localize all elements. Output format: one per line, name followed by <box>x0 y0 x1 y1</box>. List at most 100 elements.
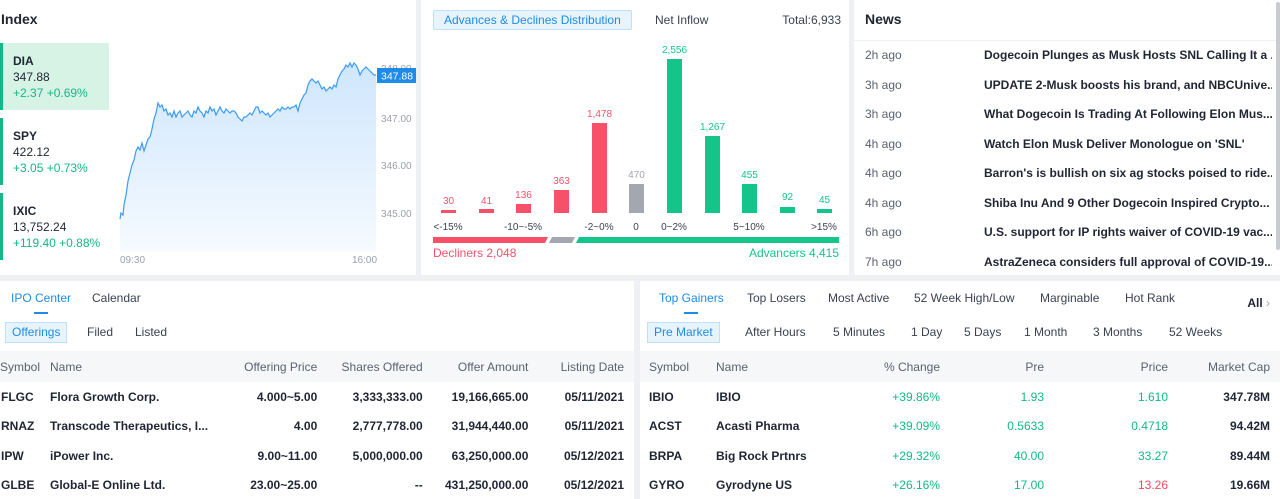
news-item[interactable]: 4h ago Barron's is bullish on six ag stoc… <box>854 159 1280 189</box>
all-link[interactable]: All › <box>1247 296 1270 310</box>
index-change: +119.40 +0.88% <box>13 236 101 250</box>
advancers-label: Advancers 4,415 <box>749 246 839 260</box>
col-price[interactable]: Price <box>1054 351 1178 382</box>
news-time: 4h ago <box>865 136 902 151</box>
news-time: 6h ago <box>865 225 902 239</box>
table-row[interactable]: GLBE Global-E Online Ltd. 23.00~25.00 -- 431… <box>1 478 624 493</box>
news-headline[interactable]: What Dogecoin Is Trading At Following El… <box>984 107 1272 121</box>
news-item[interactable]: 2h ago Dogecoin Plunges as Musk Hosts SNL… <box>854 41 1280 71</box>
index-price: 13,752.24 <box>13 220 67 234</box>
tab-top-gainers[interactable]: Top Gainers <box>659 291 724 314</box>
news-headline[interactable]: U.S. support for IP rights waiver of COV… <box>984 225 1272 239</box>
index-symbol: SPY <box>13 129 38 143</box>
tab-net-inflow[interactable]: Net Inflow <box>655 13 709 27</box>
tab-marginable[interactable]: Marginable <box>1040 291 1100 305</box>
svg-text:136: 136 <box>515 190 532 201</box>
index-price: 347.88 <box>13 70 50 84</box>
col-symbol[interactable]: Symbol <box>640 351 716 382</box>
table-row[interactable]: ACST Acasti Pharma +39.09% 0.5633 0.4718 94.4… <box>649 419 1270 434</box>
subtab-1-month[interactable]: 1 Month <box>1024 325 1068 339</box>
index-title: Index <box>1 11 38 27</box>
svg-text:5~10%: 5~10% <box>733 222 765 233</box>
index-item-spy[interactable]: SPY 422.12 +3.05 +0.73% <box>0 118 109 185</box>
advances-declines-chart: 30 41 136 363 1,478 470 2,556 1,267 455 … <box>433 45 839 260</box>
movers-table: Symbol Name % Change Pre Price Market Ca… <box>640 351 1280 499</box>
news-headline[interactable]: UPDATE 2-Musk boosts his brand, and NBCU… <box>984 77 1272 92</box>
subtab-listed[interactable]: Listed <box>135 325 168 339</box>
news-headline[interactable]: AstraZeneca considers full approval of C… <box>984 254 1272 269</box>
col-offering-price[interactable]: Offering Price <box>218 351 328 382</box>
col-listing-date[interactable]: Listing Date <box>538 351 634 382</box>
index-price: 422.12 <box>13 145 50 159</box>
news-item[interactable]: 7h ago AstraZeneca considers full approva… <box>854 248 1280 276</box>
svg-text:45: 45 <box>819 195 831 206</box>
subtab-1-day[interactable]: 1 Day <box>911 325 943 339</box>
total-count: Total:6,933 <box>782 13 841 27</box>
table-header: Symbol Name % Change Pre Price Market Ca… <box>640 351 1280 382</box>
table-row[interactable]: FLGC Flora Growth Corp. 4.000~5.00 3,333,33… <box>1 389 624 404</box>
subtab-filed[interactable]: Filed <box>87 325 114 339</box>
tab-hot-rank[interactable]: Hot Rank <box>1125 291 1176 305</box>
subtab-offerings[interactable]: Offerings <box>5 322 68 343</box>
svg-text:470: 470 <box>628 170 645 181</box>
table-row[interactable]: BRPA Big Rock Prtnrs +29.32% 40.00 33.27 89.4… <box>649 448 1270 463</box>
tab-most-active[interactable]: Most Active <box>828 291 890 305</box>
market-movers-panel: Top Gainers Top Losers Most Active 52 We… <box>640 281 1280 499</box>
index-panel: Index DIA 347.88 +2.37 +0.69% SPY 422.12… <box>0 0 416 275</box>
tab-calendar[interactable]: Calendar <box>92 291 141 305</box>
subtab-52-weeks[interactable]: 52 Weeks <box>1169 325 1223 339</box>
subtab-3-months[interactable]: 3 Months <box>1093 325 1143 339</box>
col-pre[interactable]: Pre <box>950 351 1054 382</box>
advances-declines-panel: Advances & Declines Distribution Net Inf… <box>421 0 849 275</box>
subtab-after-hours[interactable]: After Hours <box>745 325 806 339</box>
index-intraday-chart[interactable]: 348.00 347.88 347.00 346.00 345.00 09:30… <box>118 55 416 270</box>
ipo-table: Symbol Name Offering Price Shares Offere… <box>0 351 634 499</box>
table-row[interactable]: IPW iPower Inc. 9.00~11.00 5,000,000.00 63,2… <box>1 448 624 463</box>
news-headline[interactable]: Shiba Inu And 9 Other Dogecoin Inspired … <box>984 195 1270 210</box>
table-row[interactable]: RNAZ Transcode Therapeutics, I... 4.00 2,77… <box>1 419 624 434</box>
svg-text:<-15%: <-15% <box>433 222 462 233</box>
x-label-end: 16:00 <box>352 255 377 266</box>
news-item[interactable]: 3h ago UPDATE 2-Musk boosts his brand, an… <box>854 71 1280 101</box>
news-item[interactable]: 3h ago What Dogecoin Is Trading At Follow… <box>854 100 1280 130</box>
news-time: 3h ago <box>865 107 902 121</box>
current-price-tag <box>377 68 416 83</box>
subtab-pre-market[interactable]: Pre Market <box>647 322 720 343</box>
col-offer-amount[interactable]: Offer Amount <box>432 351 539 382</box>
svg-text:363: 363 <box>553 176 570 187</box>
table-row[interactable]: GYRO Gyrodyne US +26.16% 17.00 13.26 19.66M <box>649 478 1270 493</box>
flat-bar <box>549 237 575 243</box>
news-time: 3h ago <box>865 77 902 92</box>
tab-top-losers[interactable]: Top Losers <box>747 291 806 305</box>
news-item[interactable]: 4h ago Watch Elon Musk Deliver Monologue … <box>854 130 1280 160</box>
col-name[interactable]: Name <box>50 351 219 382</box>
svg-text:0: 0 <box>633 222 639 233</box>
news-time: 4h ago <box>865 166 902 180</box>
subtab-5-days[interactable]: 5 Days <box>964 325 1002 339</box>
svg-text:92: 92 <box>782 192 794 203</box>
col-pct-change[interactable]: % Change <box>836 351 950 382</box>
col-symbol[interactable]: Symbol <box>0 351 51 382</box>
svg-text:0~2%: 0~2% <box>661 222 687 233</box>
index-item-dia[interactable]: DIA 347.88 +2.37 +0.69% <box>0 43 109 110</box>
col-shares-offered[interactable]: Shares Offered <box>327 351 433 382</box>
news-item[interactable]: 6h ago U.S. support for IP rights waiver … <box>854 218 1280 248</box>
tab-52-week-high-low[interactable]: 52 Week High/Low <box>914 291 1015 305</box>
table-row[interactable]: IBIO IBIO +39.86% 1.93 1.610 347.78M <box>649 389 1270 404</box>
col-market-cap[interactable]: Market Cap <box>1178 351 1280 382</box>
news-headline[interactable]: Dogecoin Plunges as Musk Hosts SNL Calli… <box>984 48 1272 62</box>
svg-text:-10~-5%: -10~-5% <box>504 222 542 233</box>
col-name[interactable]: Name <box>716 351 836 382</box>
news-scrollbar[interactable] <box>1276 2 1280 250</box>
news-item[interactable]: 4h ago Shiba Inu And 9 Other Dogecoin Ins… <box>854 189 1280 219</box>
subtab-5-minutes[interactable]: 5 Minutes <box>833 325 886 339</box>
tab-advances-declines[interactable]: Advances & Declines Distribution <box>433 10 632 30</box>
index-item-ixic[interactable]: IXIC 13,752.24 +119.40 +0.88% <box>0 193 109 260</box>
news-headline[interactable]: Watch Elon Musk Deliver Monologue on 'SN… <box>984 136 1245 151</box>
news-time: 2h ago <box>865 48 902 62</box>
tab-ipo-center[interactable]: IPO Center <box>11 291 72 314</box>
news-headline[interactable]: Barron's is bullish on six ag stocks poi… <box>984 166 1272 180</box>
svg-text:>15%: >15% <box>811 222 837 233</box>
index-symbol: IXIC <box>13 204 37 218</box>
svg-text:1,478: 1,478 <box>587 109 612 120</box>
